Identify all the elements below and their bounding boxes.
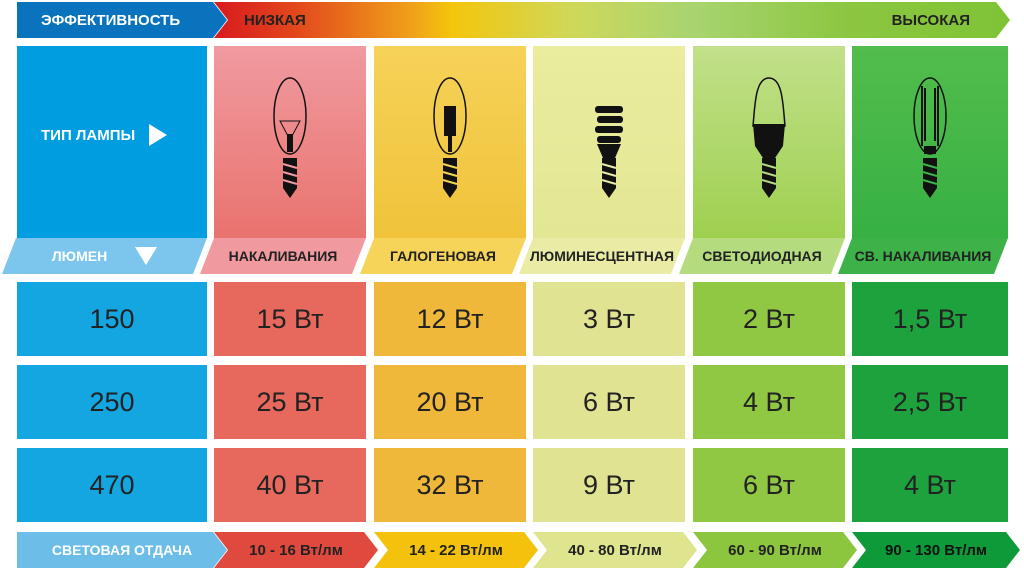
lumen-cell: 150 [17, 282, 207, 356]
led-bulb-icon [752, 77, 786, 198]
wattage-cell: 6 Вт [533, 365, 685, 439]
efficiency-high: ВЫСОКАЯ [891, 12, 970, 29]
efficacy-badge: 60 - 90 Вт/лм [693, 532, 857, 568]
halogen-bulb-icon [433, 77, 467, 198]
efficiency-label: ЭФФЕКТИВНОСТЬ [17, 2, 227, 38]
lamp-type-label: СВ. НАКАЛИВАНИЯ [838, 238, 1008, 274]
lamp-type-label: ТИП ЛАМПЫ [41, 126, 136, 144]
efficacy-badge: 40 - 80 Вт/лм [533, 532, 697, 568]
lumen-header: ЛЮМЕН [2, 238, 207, 274]
efficacy-badge: 10 - 16 Вт/лм [214, 532, 378, 568]
efficiency-low: НИЗКАЯ [244, 12, 306, 29]
lamp-type-label: НАКАЛИВАНИЯ [200, 238, 366, 274]
wattage-cell: 2,5 Вт [852, 365, 1008, 439]
wattage-cell: 20 Вт [374, 365, 526, 439]
triangle-right-icon [149, 124, 168, 146]
lamp-column-4 [852, 46, 1008, 238]
lamp-type-header: ТИП ЛАМПЫ [17, 46, 207, 238]
lamp-column-1 [374, 46, 526, 238]
wattage-cell: 1,5 Вт [852, 282, 1008, 356]
wattage-cell: 12 Вт [374, 282, 526, 356]
triangle-down-icon [135, 247, 157, 265]
filament-led-bulb-icon [913, 77, 947, 198]
lamp-column-3 [693, 46, 845, 238]
wattage-cell: 4 Вт [693, 365, 845, 439]
lamp-type-label: СВЕТОДИОДНАЯ [679, 238, 845, 274]
wattage-cell: 25 Вт [214, 365, 366, 439]
lamp-type-label: ЛЮМИНЕСЦЕНТНАЯ [519, 238, 685, 274]
wattage-cell: 3 Вт [533, 282, 685, 356]
wattage-cell: 15 Вт [214, 282, 366, 356]
lumen-cell: 470 [17, 448, 207, 522]
efficiency-gradient-bar: НИЗКАЯ ВЫСОКАЯ [214, 2, 1010, 38]
wattage-cell: 9 Вт [533, 448, 685, 522]
lamp-column-2 [533, 46, 685, 238]
lamp-type-label: ГАЛОГЕНОВАЯ [360, 238, 526, 274]
efficacy-badge: 90 - 130 Вт/лм [852, 532, 1020, 568]
wattage-cell: 4 Вт [852, 448, 1008, 522]
incandescent-bulb-icon [273, 77, 307, 198]
lamp-column-0 [214, 46, 366, 238]
wattage-cell: 2 Вт [693, 282, 845, 356]
lumen-label: ЛЮМЕН [51, 248, 108, 264]
fluorescent-bulb-icon [595, 106, 623, 198]
efficacy-label: СВЕТОВАЯ ОТДАЧА [17, 532, 227, 568]
lumen-cell: 250 [17, 365, 207, 439]
wattage-cell: 40 Вт [214, 448, 366, 522]
efficacy-badge: 14 - 22 Вт/лм [374, 532, 538, 568]
wattage-cell: 6 Вт [693, 448, 845, 522]
wattage-cell: 32 Вт [374, 448, 526, 522]
